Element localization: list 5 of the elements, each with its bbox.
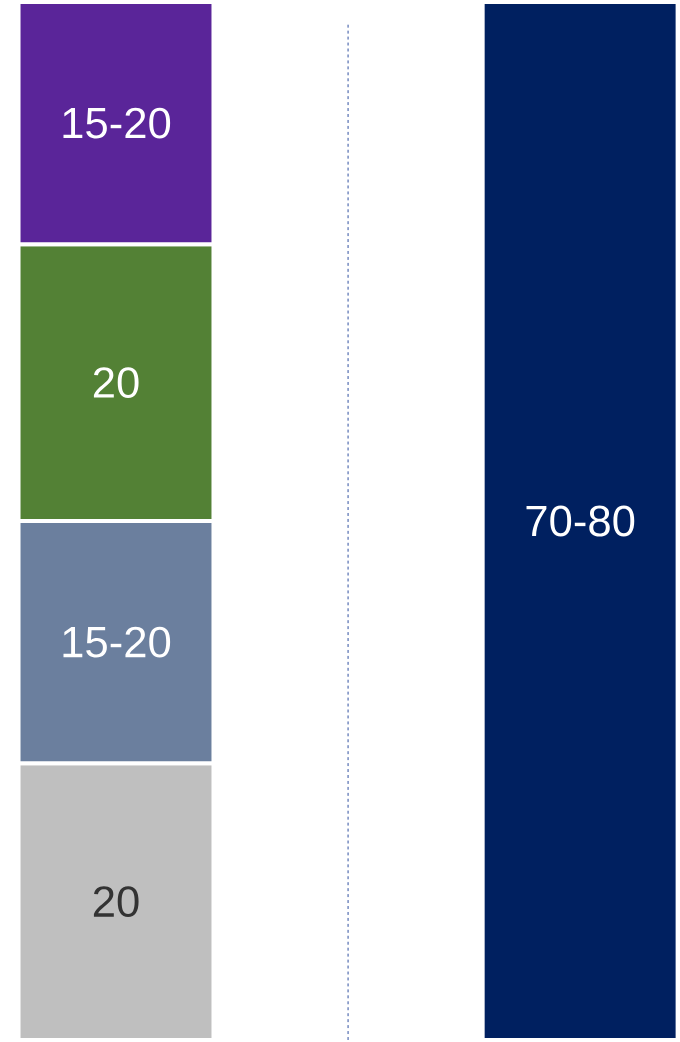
- data-label: 20: [94, 886, 139, 918]
- data-label: 70-80: [526, 505, 635, 537]
- data-label: 15-20: [63, 626, 171, 658]
- data-label: 15-20: [63, 107, 171, 139]
- data-label: 20: [94, 367, 139, 399]
